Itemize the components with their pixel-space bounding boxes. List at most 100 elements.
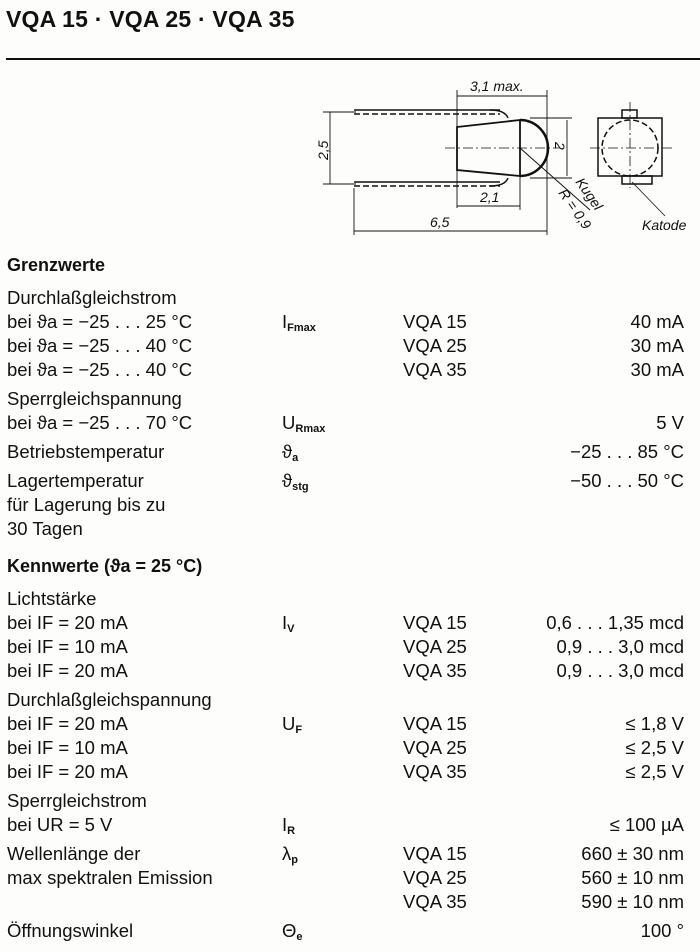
parameter-value: 590 ± 10 nm — [581, 891, 684, 912]
lead-wires — [354, 109, 509, 187]
parameter-value: 0,9 . . . 3,0 mcd — [556, 636, 684, 657]
spec-group: Sperrgleichspannung bei ϑa = −25 . . . 70… — [7, 387, 692, 435]
dim-height: 2,5 — [315, 140, 331, 161]
parameter-label: bei IF = 20 mA — [7, 612, 128, 633]
symbol-subscript: a — [292, 452, 299, 464]
symbol-subscript: Fmax — [287, 322, 316, 334]
symbol-subscript: F — [295, 724, 303, 736]
device-type: VQA 15 — [403, 713, 467, 734]
parameter-label: bei IF = 10 mA — [7, 636, 128, 657]
symbol-subscript: e — [296, 931, 303, 943]
parameter-symbol: Θe — [282, 919, 303, 949]
device-type: VQA 35 — [403, 660, 467, 681]
spec-group: Durchlaßgleichstrom bei ϑa = −25 . . . 25… — [7, 286, 692, 382]
parameter-symbol: ϑa — [282, 440, 298, 470]
parameter-symbol: ϑstg — [282, 469, 309, 499]
parameter-label: bei ϑa = −25 . . . 70 °C — [7, 412, 193, 433]
parameter-label: bei ϑa = −25 . . . 40 °C — [7, 335, 193, 356]
symbol-base: I — [282, 612, 288, 633]
cathode-label: Katode — [642, 217, 687, 233]
spec-row: 30 Tagen — [7, 517, 692, 541]
spec-row: VQA 35 590 ± 10 nm — [7, 890, 692, 914]
symbol-base: Θ — [282, 920, 297, 941]
package-dimension-drawing: 3,1 max. 2,5 2 2,1 6,5 Kugel R = 0,9 Kat… — [315, 78, 687, 235]
spec-row: bei ϑa = −25 . . . 40 °C VQA 35 30 mA — [7, 358, 692, 382]
spec-row: Durchlaßgleichstrom — [7, 286, 692, 310]
spec-group: Wellenlänge der λp VQA 15 660 ± 30 nm max sp… — [7, 842, 692, 914]
parameter-label: bei IF = 20 mA — [7, 660, 128, 681]
parameter-label: 30 Tagen — [7, 518, 83, 539]
symbol-subscript: p — [291, 854, 298, 866]
parameter-value: −50 . . . 50 °C — [570, 470, 684, 491]
dim-length-max: 3,1 max. — [470, 78, 524, 94]
parameter-label: bei IF = 20 mA — [7, 761, 128, 782]
title-divider — [6, 58, 700, 60]
symbol-subscript: stg — [292, 481, 309, 493]
spec-row: Lichtstärke — [7, 587, 692, 611]
dim-body-height: 2 — [552, 141, 568, 150]
spec-group: Öffnungswinkel Θe 100 ° — [7, 919, 692, 943]
device-type: VQA 15 — [403, 612, 467, 633]
spec-row: Öffnungswinkel Θe 100 ° — [7, 919, 692, 943]
spec-row: bei IF = 10 mA VQA 25 ≤ 2,5 V — [7, 736, 692, 760]
parameter-symbol: UF — [282, 712, 302, 742]
parameter-label: Wellenlänge der — [7, 843, 141, 864]
spec-row: bei ϑa = −25 . . . 70 °C URmax 5 V — [7, 411, 692, 435]
parameter-symbol: IR — [282, 813, 295, 843]
symbol-base: I — [282, 311, 288, 332]
page-title: VQA 15 · VQA 25 · VQA 35 — [6, 6, 295, 32]
spec-group: Sperrgleichstrom bei UR = 5 V IR ≤ 100 µA — [7, 789, 692, 837]
spec-row: max spektralen Emission VQA 25 560 ± 10 nm — [7, 866, 692, 890]
parameter-value: −25 . . . 85 °C — [570, 441, 684, 462]
spec-group: Durchlaßgleichspannung bei IF = 20 mA UF VQ… — [7, 688, 692, 784]
spec-row: Wellenlänge der λp VQA 15 660 ± 30 nm — [7, 842, 692, 866]
parameter-value: ≤ 1,8 V — [625, 713, 685, 734]
device-type: VQA 25 — [403, 737, 467, 758]
dim-total-length: 6,5 — [430, 214, 450, 230]
device-type: VQA 35 — [403, 359, 467, 380]
spec-row: Lagertemperatur ϑstg −50 . . . 50 °C — [7, 469, 692, 493]
symbol-base: ϑ — [282, 470, 293, 491]
parameter-symbol: λp — [282, 842, 298, 872]
parameter-label: bei ϑa = −25 . . . 25 °C — [7, 311, 193, 332]
parameter-label: bei UR = 5 V — [7, 814, 113, 835]
parameter-label: bei ϑa = −25 . . . 40 °C — [7, 359, 193, 380]
section-heading: Grenzwerte — [7, 255, 106, 275]
device-type: VQA 25 — [403, 867, 467, 888]
parameter-label: Lichtstärke — [7, 588, 97, 609]
parameter-value: 100 ° — [640, 920, 684, 941]
spec-row: bei IF = 20 mA IV VQA 15 0,6 . . . 1,35 mcd — [7, 611, 692, 635]
device-type: VQA 25 — [403, 335, 467, 356]
spec-row: bei ϑa = −25 . . . 25 °C IFmax VQA 15 40 mA — [7, 310, 692, 334]
parameter-value: 660 ± 30 nm — [581, 843, 684, 864]
parameter-value: 30 mA — [630, 359, 684, 380]
dim-body-length: 2,1 — [479, 189, 499, 205]
symbol-subscript: R — [287, 825, 296, 837]
parameter-value: 30 mA — [630, 335, 684, 356]
spec-row: bei IF = 20 mA VQA 35 0,9 . . . 3,0 mcd — [7, 659, 692, 683]
parameter-label: Durchlaßgleichstrom — [7, 287, 177, 308]
parameter-label: Sperrgleichspannung — [7, 388, 182, 409]
parameter-value: ≤ 2,5 V — [625, 761, 685, 782]
parameter-value: 5 V — [656, 412, 684, 433]
symbol-subscript: V — [287, 623, 295, 635]
parameter-label: max spektralen Emission — [7, 867, 213, 888]
spec-row: bei IF = 20 mA UF VQA 15 ≤ 1,8 V — [7, 712, 692, 736]
device-type: VQA 15 — [403, 311, 467, 332]
device-type: VQA 25 — [403, 636, 467, 657]
spec-row: bei IF = 10 mA VQA 25 0,9 . . . 3,0 mcd — [7, 635, 692, 659]
spec-row: Durchlaßgleichspannung — [7, 688, 692, 712]
parameter-label: Lagertemperatur — [7, 470, 144, 491]
spec-group: Lichtstärke bei IF = 20 mA IV VQA 15 0,6 . .… — [7, 587, 692, 683]
parameter-label: Öffnungswinkel — [7, 920, 134, 941]
dimension-lines — [323, 90, 572, 235]
parameter-label: bei IF = 10 mA — [7, 737, 128, 758]
parameter-value: ≤ 2,5 V — [625, 737, 685, 758]
spec-row: Sperrgleichstrom — [7, 789, 692, 813]
spec-row: bei UR = 5 V IR ≤ 100 µA — [7, 813, 692, 837]
parameter-value: ≤ 100 µA — [609, 814, 684, 835]
device-type: VQA 35 — [403, 761, 467, 782]
parameter-label: Betriebstemperatur — [7, 441, 165, 462]
symbol-base: U — [282, 713, 296, 734]
